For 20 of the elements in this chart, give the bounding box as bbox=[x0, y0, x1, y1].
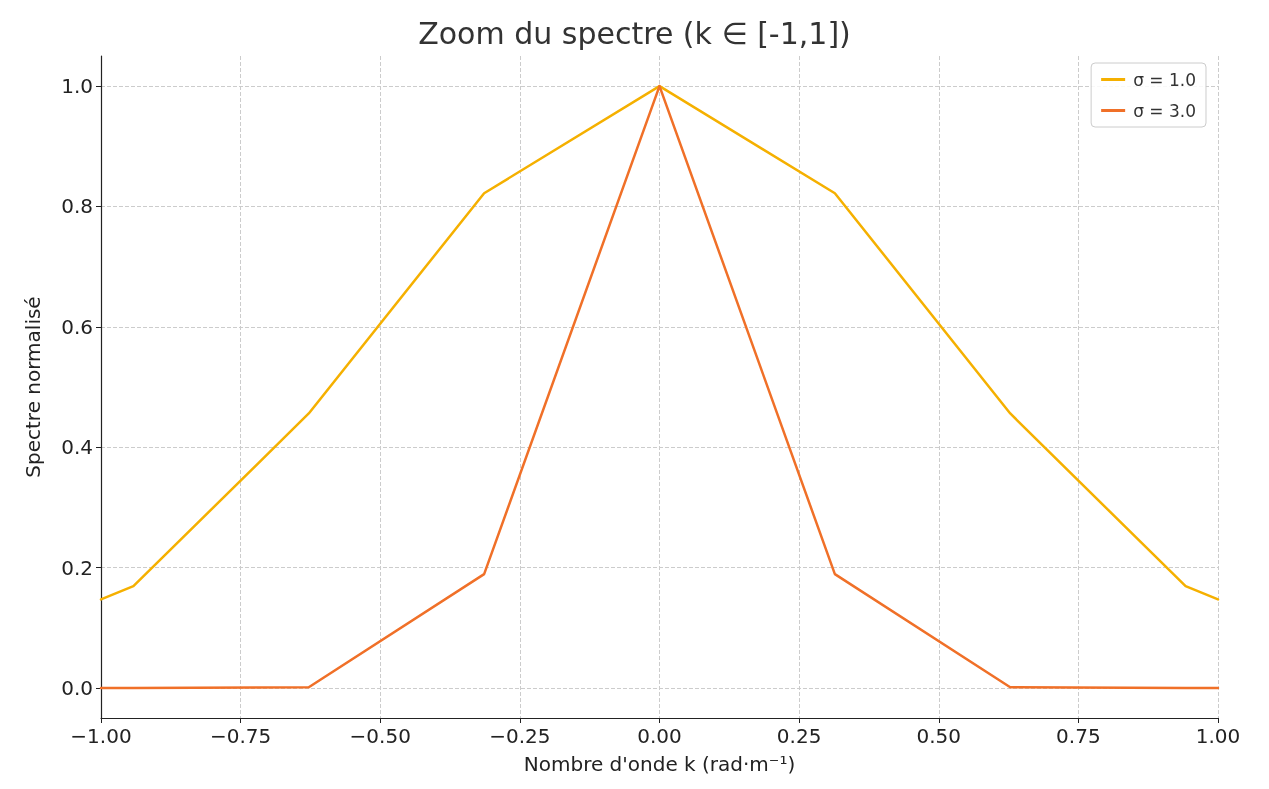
x-axis-title: Nombre d'onde k (rad·m⁻¹) bbox=[523, 752, 796, 776]
y-tick-label: 0.2 bbox=[61, 555, 93, 580]
y-tick-label: 0.4 bbox=[61, 435, 93, 460]
y-tick-label: 0.0 bbox=[61, 675, 93, 700]
x-tick-label: 0.25 bbox=[776, 724, 822, 748]
y-axis-title: Spectre normalisé bbox=[21, 296, 45, 478]
y-tick-label: 1.0 bbox=[61, 74, 93, 99]
x-tick-label: 1.00 bbox=[1195, 724, 1241, 748]
y-tick-label: 0.8 bbox=[61, 194, 93, 219]
legend-label: σ = 1.0 bbox=[1133, 69, 1197, 90]
x-tick-label: −0.75 bbox=[209, 724, 272, 748]
x-tick-label: 0.00 bbox=[637, 724, 682, 748]
x-tick-label: 0.50 bbox=[916, 724, 962, 748]
x-tick-label: −0.50 bbox=[349, 724, 411, 748]
x-tick-label: −0.25 bbox=[489, 724, 551, 748]
legend-label: σ = 3.0 bbox=[1133, 100, 1197, 121]
y-tick-label: 0.6 bbox=[61, 314, 93, 339]
x-tick-label: −1.00 bbox=[70, 724, 132, 748]
x-tick-label: 0.75 bbox=[1056, 724, 1101, 748]
chart-title: Zoom du spectre (k ∈ [-1,1]) bbox=[418, 15, 851, 51]
